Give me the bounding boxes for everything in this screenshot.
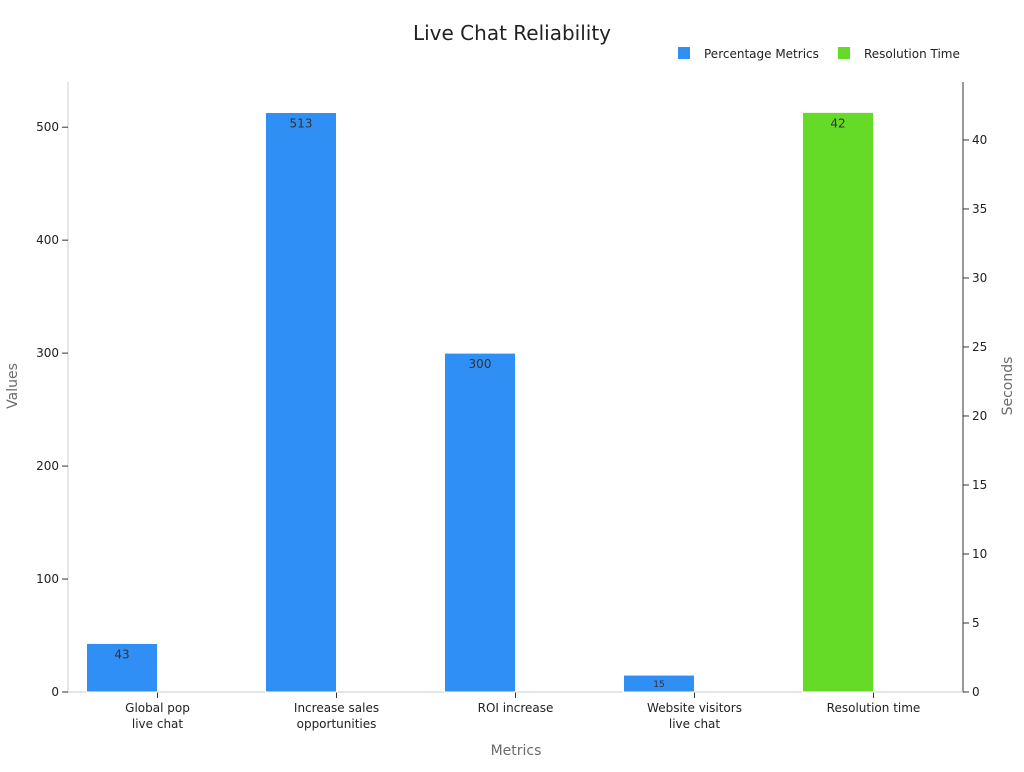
- bar-value-label: 43: [114, 647, 129, 661]
- bar: [265, 112, 337, 693]
- chart-title: Live Chat Reliability: [413, 21, 611, 45]
- legend-swatch-percentage-metrics: [678, 47, 690, 59]
- legend-label-resolution-time: Resolution Time: [864, 47, 960, 61]
- axes: 0 100 200 300 400 500 0 5 10 15 20 25 30 35 40 Global p…: [36, 82, 987, 731]
- legend-label-percentage-metrics: Percentage Metrics: [704, 47, 819, 61]
- legend: Percentage Metrics Resolution Time: [678, 47, 960, 61]
- y-tick-label: 500: [36, 120, 59, 134]
- bar-value-label: 42: [830, 116, 845, 130]
- y2-tick-label: 30: [972, 271, 987, 285]
- bar-value-label: 15: [653, 680, 664, 690]
- x-tick-label: Website visitors live chat: [647, 701, 742, 731]
- y-tick-label: 300: [36, 346, 59, 360]
- y2-tick-label: 10: [972, 547, 987, 561]
- bar-value-label: 513: [290, 117, 313, 131]
- bars: 43 513 300 15 42: [86, 111, 874, 693]
- bar: [623, 674, 695, 693]
- y-axis-title: Values: [5, 363, 21, 409]
- y2-tick-label: 40: [972, 133, 987, 147]
- bar-value-label: 300: [469, 357, 492, 371]
- bar: [444, 352, 516, 693]
- x-tick-label: ROI increase: [478, 701, 554, 715]
- bar: [86, 642, 158, 693]
- y2-tick-label: 15: [972, 478, 987, 492]
- y2-tick-label: 20: [972, 409, 987, 423]
- bar: [802, 111, 874, 693]
- x-tick-label: Increase sales opportunities: [294, 701, 379, 731]
- y2-tick-label: 5: [972, 616, 980, 630]
- y-tick-label: 200: [36, 459, 59, 473]
- y-tick-label: 400: [36, 233, 59, 247]
- legend-swatch-resolution-time: [838, 47, 850, 59]
- y2-tick-label: 35: [972, 202, 987, 216]
- x-axis-title: Metrics: [491, 743, 542, 759]
- x-tick-label: Global pop live chat: [125, 701, 190, 731]
- x-tick-label: Resolution time: [827, 701, 921, 715]
- y2-axis-title: Seconds: [1000, 357, 1016, 416]
- y-tick-label: 0: [51, 685, 59, 699]
- y2-tick-label: 25: [972, 340, 987, 354]
- y-tick-label: 100: [36, 572, 59, 586]
- y2-tick-label: 0: [972, 685, 980, 699]
